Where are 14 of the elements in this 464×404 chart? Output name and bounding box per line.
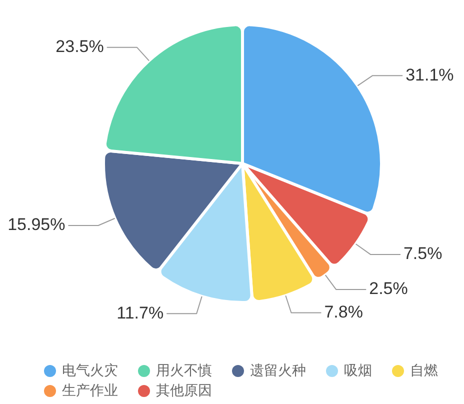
legend-label: 自燃	[410, 362, 438, 380]
data-label: 31.1%	[406, 65, 454, 84]
legend-label: 遗留火种	[250, 362, 306, 380]
data-label: 7.8%	[324, 302, 363, 322]
data-label: 2.5%	[369, 279, 408, 298]
legend-label: 生产作业	[62, 382, 118, 400]
data-label: 7.5%	[403, 244, 442, 264]
data-label: 15.95%	[8, 215, 66, 234]
legend-label: 吸烟	[344, 362, 372, 380]
legend-label: 电气火灾	[62, 362, 118, 380]
data-label: 11.7%	[116, 303, 164, 322]
data-label: 23.5%	[56, 37, 104, 56]
legend-label: 用火不慎	[156, 362, 212, 380]
legend-label: 其他原因	[156, 382, 212, 400]
